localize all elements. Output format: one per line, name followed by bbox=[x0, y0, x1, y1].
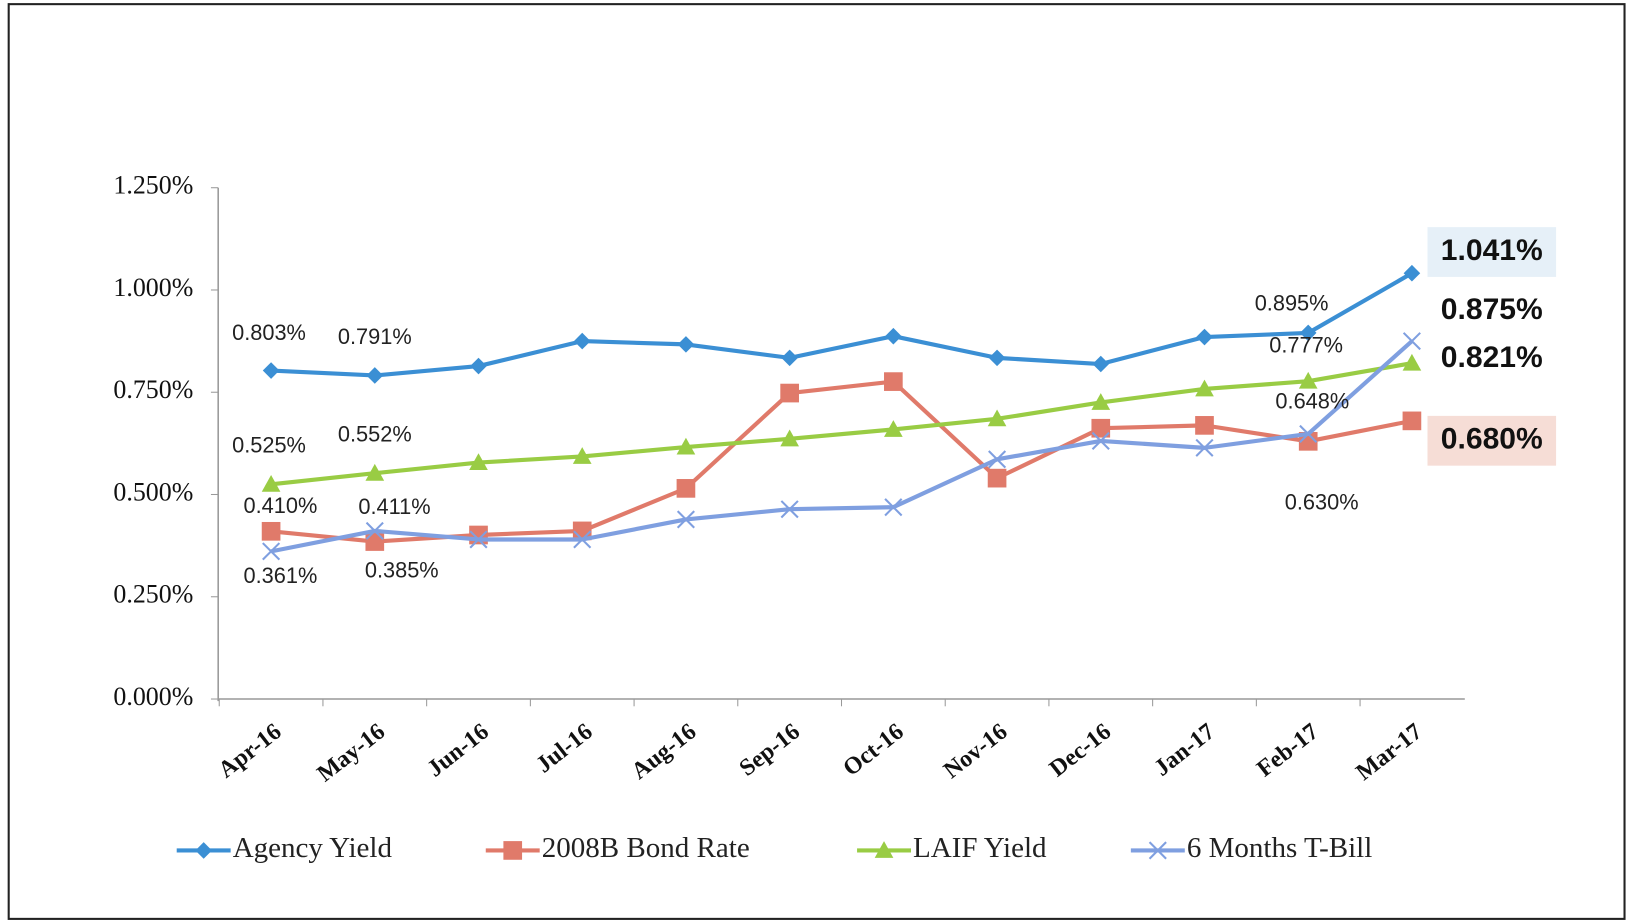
data-label: 0.552% bbox=[338, 422, 412, 447]
marker bbox=[1091, 393, 1111, 410]
marker bbox=[676, 479, 696, 498]
data-label: 0.821% bbox=[1441, 341, 1543, 374]
y-tick-label: 1.250% bbox=[113, 171, 193, 200]
marker bbox=[195, 842, 212, 859]
marker bbox=[780, 500, 799, 519]
marker bbox=[262, 362, 280, 379]
marker bbox=[780, 429, 799, 447]
x-tick-label: Dec-16 bbox=[1045, 719, 1116, 783]
label-background bbox=[1427, 415, 1557, 466]
legend-label: LAIF Yield bbox=[913, 832, 1047, 864]
legend-item: 6 Months T-Bill bbox=[1130, 832, 1372, 864]
marker bbox=[1195, 379, 1214, 397]
marker bbox=[987, 409, 1007, 427]
x-tick-label: May-16 bbox=[313, 719, 391, 788]
y-tick-label: 0.250% bbox=[113, 580, 193, 609]
x-tick-label: Oct-16 bbox=[838, 719, 908, 782]
data-label: 0.791% bbox=[338, 324, 412, 349]
marker bbox=[987, 468, 1007, 488]
marker bbox=[573, 332, 591, 350]
data-label: 0.895% bbox=[1255, 291, 1329, 316]
marker bbox=[677, 336, 695, 353]
marker bbox=[780, 383, 799, 403]
marker bbox=[1092, 355, 1110, 373]
marker bbox=[1195, 416, 1214, 435]
marker bbox=[261, 521, 281, 541]
marker bbox=[1298, 371, 1318, 389]
legend-item: Agency Yield bbox=[176, 832, 393, 864]
x-tick-label: Jun-16 bbox=[423, 719, 494, 783]
x-tick-label: Nov-16 bbox=[939, 719, 1012, 784]
series-line bbox=[270, 379, 1413, 544]
marker bbox=[469, 453, 488, 471]
data-label: 0.680% bbox=[1441, 423, 1543, 456]
x-tick-label: Feb-17 bbox=[1252, 719, 1323, 783]
data-label: 0.875% bbox=[1441, 293, 1543, 326]
marker bbox=[1403, 264, 1421, 282]
marker bbox=[572, 447, 592, 464]
marker bbox=[573, 530, 592, 549]
marker bbox=[884, 372, 903, 391]
marker bbox=[1402, 332, 1421, 351]
marker bbox=[1148, 841, 1167, 860]
marker bbox=[1195, 438, 1214, 457]
data-label: 0.410% bbox=[244, 493, 318, 518]
x-tick-label: Jan-17 bbox=[1150, 719, 1220, 782]
data-label: 0.648% bbox=[1275, 389, 1349, 414]
y-tick-label: 1.000% bbox=[113, 273, 193, 302]
data-label: 0.630% bbox=[1285, 489, 1359, 514]
legend-label: 6 Months T-Bill bbox=[1187, 832, 1372, 864]
marker bbox=[885, 327, 902, 345]
x-tick-label: Aug-16 bbox=[627, 719, 702, 785]
marker bbox=[365, 463, 385, 481]
marker bbox=[884, 498, 903, 517]
marker bbox=[469, 530, 488, 549]
marker bbox=[874, 841, 894, 858]
legend-item: LAIF Yield bbox=[857, 832, 1047, 864]
frame bbox=[7, 3, 1626, 920]
series-line bbox=[270, 271, 1413, 378]
legend-item: 2008B Bond Rate bbox=[485, 832, 750, 864]
marker bbox=[1402, 411, 1422, 431]
data-label: 0.803% bbox=[232, 320, 306, 345]
marker bbox=[261, 474, 281, 492]
marker bbox=[1402, 353, 1422, 371]
y-tick-label: 0.750% bbox=[113, 375, 193, 404]
label-background bbox=[1427, 227, 1557, 277]
marker bbox=[1091, 431, 1110, 450]
x-tick-label: Jul-16 bbox=[531, 719, 597, 779]
series-line bbox=[270, 361, 1413, 487]
marker bbox=[365, 521, 384, 540]
marker bbox=[884, 420, 903, 437]
marker bbox=[470, 357, 487, 375]
marker bbox=[1299, 424, 1318, 443]
series-line bbox=[270, 339, 1414, 554]
y-tick-label: 0.500% bbox=[113, 477, 193, 506]
legend-label: 2008B Bond Rate bbox=[542, 832, 750, 864]
data-label: 0.385% bbox=[365, 557, 439, 582]
x-tick-label: Sep-16 bbox=[735, 719, 805, 782]
marker bbox=[366, 367, 384, 384]
marker bbox=[781, 349, 798, 367]
marker bbox=[676, 510, 695, 529]
marker bbox=[988, 450, 1007, 469]
marker bbox=[1196, 328, 1213, 346]
marker bbox=[503, 841, 523, 860]
marker bbox=[676, 437, 696, 455]
legend-label: Agency Yield bbox=[233, 832, 393, 864]
data-label: 0.411% bbox=[358, 494, 430, 519]
x-tick-label: Apr-16 bbox=[214, 719, 287, 784]
data-label: 0.777% bbox=[1269, 333, 1343, 358]
marker bbox=[262, 542, 281, 561]
marker bbox=[365, 532, 385, 551]
y-tick-label: 0.000% bbox=[113, 682, 193, 711]
x-tick-label: Mar-17 bbox=[1351, 719, 1427, 786]
marker bbox=[1091, 418, 1111, 438]
data-label: 0.361% bbox=[244, 563, 318, 588]
data-label: 1.041% bbox=[1441, 234, 1543, 267]
marker bbox=[988, 349, 1006, 367]
data-label: 0.525% bbox=[232, 433, 306, 458]
